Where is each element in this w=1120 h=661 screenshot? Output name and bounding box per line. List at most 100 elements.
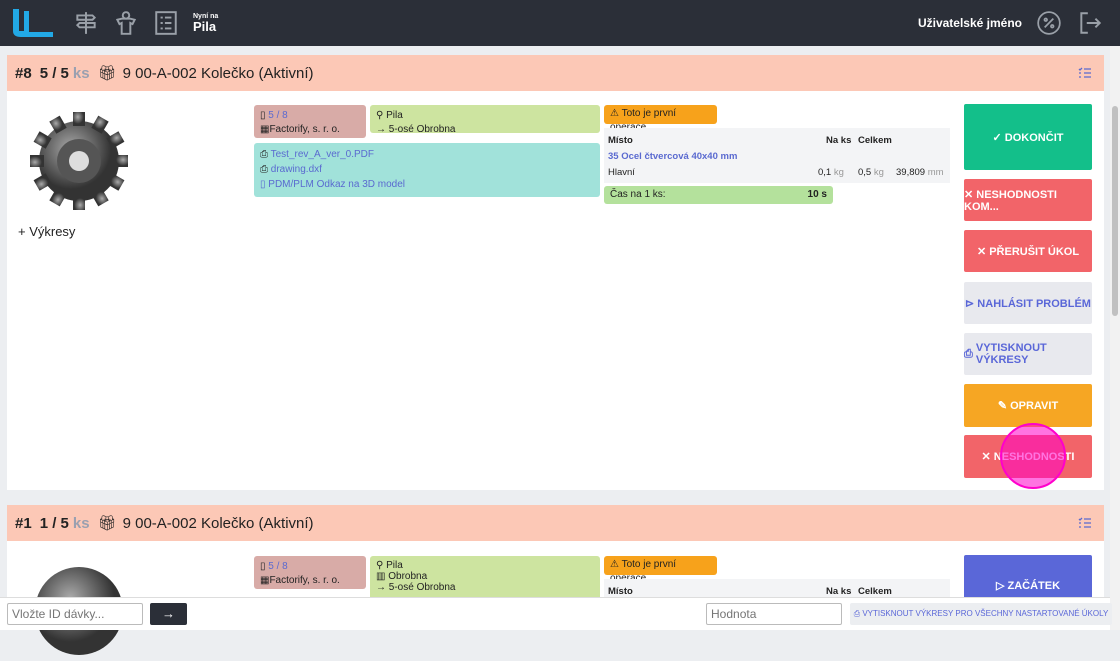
unit: mm	[927, 166, 944, 178]
print-all-button[interactable]: ⎙ VYTISKNOUT VÝKRESY PRO VŠECHNY NASTART…	[850, 603, 1112, 625]
now-label: Nyní na	[193, 13, 219, 20]
building-icon: ▦	[260, 124, 270, 135]
logout-icon[interactable]	[1077, 10, 1103, 36]
wrench-icon: ✎	[997, 400, 1011, 412]
warning-text: Toto je první operace.	[610, 559, 677, 584]
unit: kg	[833, 166, 844, 178]
button-label: VYTISKNOUT VÝKRESY	[975, 342, 1047, 366]
cursor-highlight	[1000, 423, 1066, 489]
time-per-piece: Čas na 1 ks: 10 s	[604, 186, 833, 204]
print-drawings-button[interactable]: ⎙ VYTISKNOUT VÝKRESY	[964, 333, 1092, 375]
gift-icon: 🎁︎	[97, 515, 117, 532]
scrollbar[interactable]	[1110, 46, 1120, 630]
list-icon[interactable]	[153, 10, 179, 36]
target-workplace: 5-osé Obrobna	[388, 582, 456, 593]
worker-icon[interactable]	[113, 10, 139, 36]
report-problem-button[interactable]: ⊳ NAHLÁSIT PROBLÉM	[964, 282, 1092, 324]
pin-icon: ⚲	[376, 560, 387, 571]
logo[interactable]	[9, 7, 55, 39]
location-box: ⚲ Pila ▥ Obrobna → 5-osé Obrobna	[370, 556, 600, 601]
location: Pila	[386, 110, 403, 121]
batch-icon: ▯	[260, 110, 269, 121]
col-header: Na ks	[826, 134, 852, 146]
company: Factorify, s. r. o.	[269, 124, 340, 135]
warning-badge: ⚠ Toto je první operace.	[604, 105, 717, 133]
col-header: Místo	[608, 134, 633, 146]
printer-icon: ⎙	[964, 347, 976, 360]
company: Factorify, s. r. o.	[269, 575, 340, 586]
col-header: Místo	[608, 585, 633, 597]
batch-box: ▯ 5 / 8 ▦Factorify, s. r. o.	[254, 105, 366, 138]
arrow-right-icon: →	[376, 124, 389, 135]
batch-box: ▯ 5 / 8 ▦Factorify, s. r. o.	[254, 556, 366, 589]
repair-button[interactable]: ✎ OPRAVIT	[964, 384, 1092, 427]
material-link[interactable]: 35 Ocel čtvercová 40x40 mm	[608, 150, 738, 162]
interrupt-task-button[interactable]: ✕ PŘERUŠIT ÚKOL	[964, 230, 1092, 272]
building-icon: ▦	[260, 575, 270, 586]
gift-icon: 🎁︎	[97, 65, 117, 82]
task-id: #8	[15, 64, 32, 82]
printer-icon: ⎙	[853, 609, 863, 618]
arrow-right-icon: →	[376, 582, 389, 593]
button-label: VYTISKNOUT VÝKRESY PRO VŠECHNY NASTARTOV…	[862, 609, 1109, 618]
warning-icon: ⚠	[610, 108, 622, 119]
pdf-icon: ▯	[260, 179, 269, 190]
location: Pila	[386, 560, 403, 571]
drawings-toggle[interactable]: + Výkresy	[18, 224, 76, 239]
scrollbar-thumb[interactable]	[1112, 106, 1118, 316]
length: 39,809	[896, 166, 926, 178]
warning-text: Toto je první operace.	[610, 108, 677, 133]
target-workplace: 5-osé Obrobna	[388, 124, 456, 135]
batch-link[interactable]: 5 / 8	[268, 110, 288, 121]
current-workplace[interactable]: Nyní na Pila	[193, 13, 218, 33]
username[interactable]: Uživatelské jméno	[917, 16, 1022, 30]
material-table: Místo Na ks Celkem 35 Ocel čtvercová 40x40…	[604, 128, 950, 183]
col-header: Na ks	[826, 585, 852, 597]
per-piece: 0,1	[818, 166, 832, 178]
submit-batch-button[interactable]: →	[150, 603, 187, 625]
files-box: ⎙ Test_rev_A_ver_0.PDF ⎙ drawing.dxf ▯ P…	[254, 143, 600, 197]
printer-icon: ⎙	[260, 164, 271, 175]
settings-icon[interactable]	[1036, 10, 1062, 36]
task-title: 9 00-A-002 Kolečko (Aktivní)	[122, 514, 314, 532]
file-link[interactable]: drawing.dxf	[270, 164, 322, 175]
finish-button[interactable]: ✓ DOKONČIT	[964, 104, 1092, 170]
task-qty: 5 / 5	[39, 64, 69, 82]
warning-icon: ⚠	[610, 559, 622, 570]
part-image	[30, 112, 128, 210]
checklist-icon[interactable]	[1078, 66, 1092, 80]
time-label: Čas na 1 ks:	[610, 189, 666, 200]
signpost-icon[interactable]	[73, 10, 99, 36]
qty-unit: ks	[72, 514, 90, 532]
task-card-header[interactable]: #1 1 / 5 ks 🎁︎ 9 00-A-002 Kolečko (Aktiv…	[7, 505, 1104, 541]
total: 0,5	[858, 166, 872, 178]
task-card: #1 1 / 5 ks 🎁︎ 9 00-A-002 Kolečko (Aktiv…	[7, 505, 1104, 655]
file-link[interactable]: Test_rev_A_ver_0.PDF	[270, 149, 374, 160]
value-input[interactable]	[706, 603, 842, 625]
row-name: Hlavní	[608, 166, 635, 178]
col-header: Celkem	[858, 585, 892, 597]
batch-icon: ▯	[260, 561, 269, 572]
time-value: 10 s	[807, 189, 827, 200]
batch-id-input[interactable]	[7, 603, 143, 625]
nonconformity-comp-button[interactable]: ✕ NESHODNOSTI KOM...	[964, 179, 1092, 221]
batch-link[interactable]: 5 / 8	[268, 561, 288, 572]
pin-icon: ⚲	[376, 110, 387, 121]
factory-icon: ▥	[376, 571, 389, 582]
col-header: Celkem	[858, 134, 892, 146]
workplace: Obrobna	[388, 571, 428, 582]
unit: kg	[873, 166, 884, 178]
task-card: #8 5 / 5 ks 🎁︎ 9 00-A-002 Kolečko (Aktiv…	[7, 55, 1104, 490]
task-card-header[interactable]: #8 5 / 5 ks 🎁︎ 9 00-A-002 Kolečko (Aktiv…	[7, 55, 1104, 91]
footer: → ⎙ VYTISKNOUT VÝKRESY PRO VŠECHNY NASTA…	[0, 597, 1112, 630]
location-box: ⚲ Pila → 5-osé Obrobna	[370, 105, 600, 135]
top-bar: Nyní na Pila	[0, 0, 1120, 46]
task-title: 9 00-A-002 Kolečko (Aktivní)	[122, 64, 314, 82]
button-label: OPRAVIT	[1010, 399, 1059, 412]
3d-model-link[interactable]: PDM/PLM Odkaz na 3D model	[268, 179, 405, 190]
qty-unit: ks	[72, 64, 90, 82]
now-value: Pila	[193, 19, 217, 34]
printer-icon: ⎙	[260, 149, 271, 160]
task-id: #1	[15, 514, 32, 532]
checklist-icon[interactable]	[1078, 516, 1092, 530]
